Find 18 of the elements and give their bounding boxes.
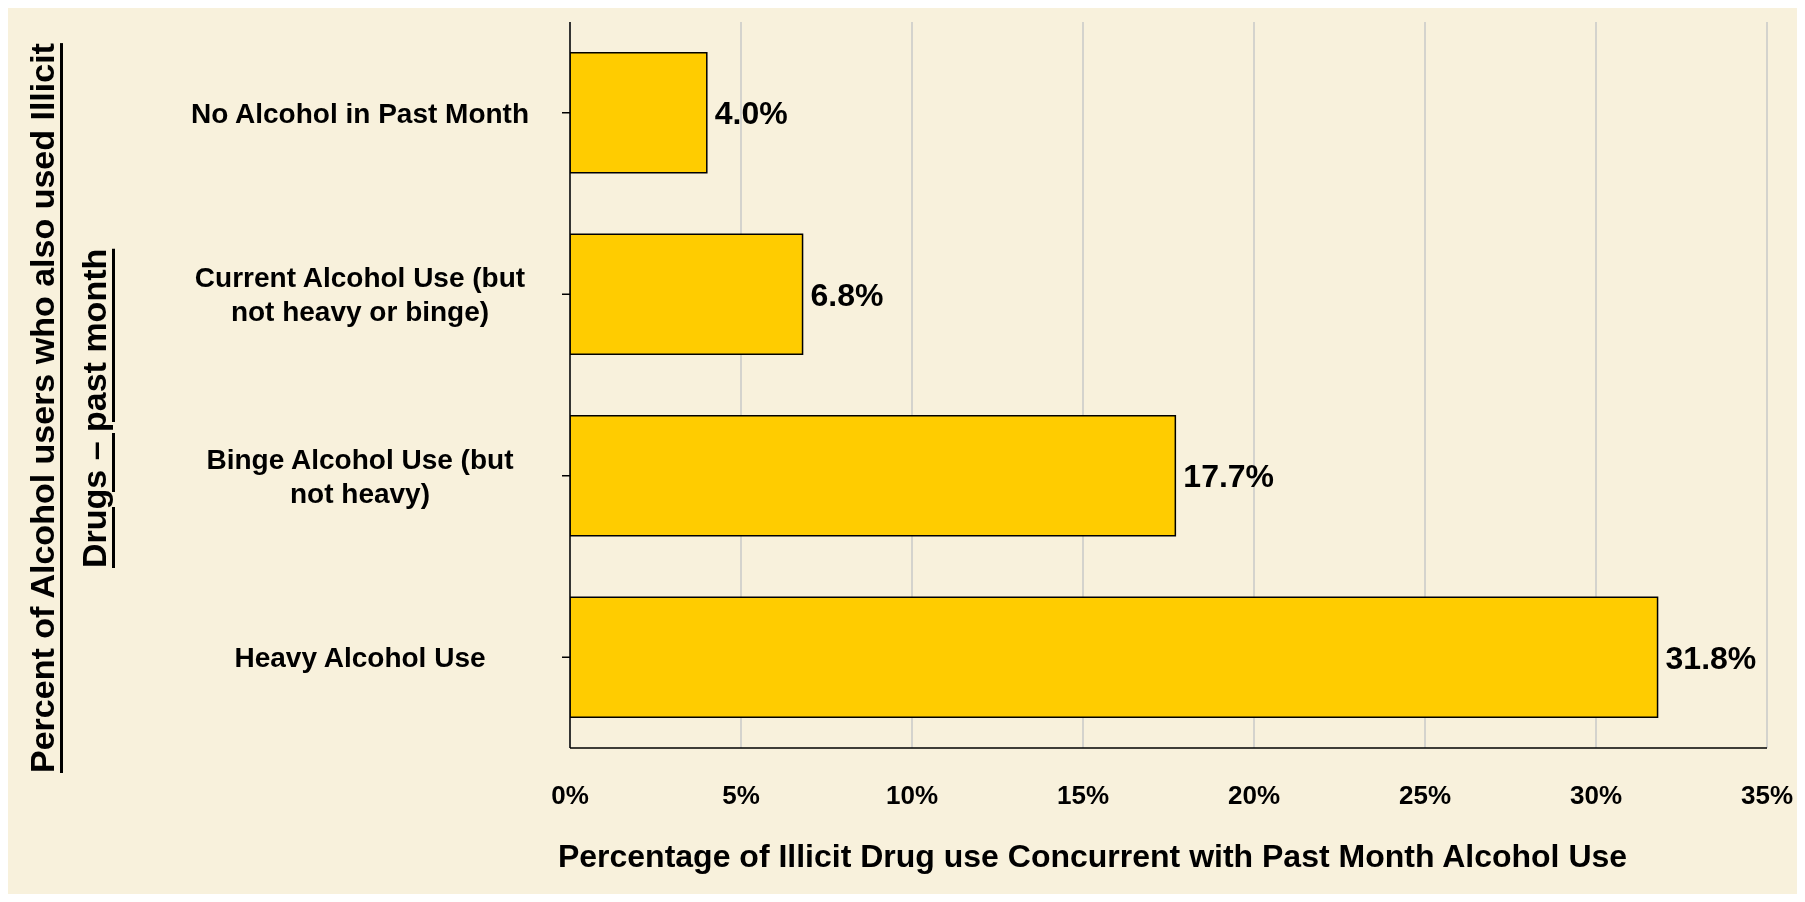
x-axis-title: Percentage of Illicit Drug use Concurrent with Past Month Alcohol Use [556, 838, 1629, 875]
data-label: 17.7% [1183, 458, 1275, 495]
x-tick-label: 0% [551, 780, 589, 811]
data-label: 4.0% [714, 95, 788, 132]
x-tick-label: 30% [1569, 780, 1623, 811]
y-axis-title: Percent of Alcohol users who also used Illicit Drugs – past month [22, 42, 114, 775]
y-tick-label: Current Alcohol Use (but not heavy or binge) [194, 262, 526, 328]
y-tick-label: Binge Alcohol Use (but not heavy) [206, 443, 514, 509]
data-label: 31.8% [1665, 639, 1757, 676]
x-tick-label: 10% [885, 780, 939, 811]
x-tick-label: 20% [1227, 780, 1281, 811]
y-tick-label: Heavy Alcohol Use [234, 642, 486, 674]
x-tick-label: 35% [1740, 780, 1794, 811]
x-tick-label: 5% [722, 780, 760, 811]
x-tick-label: 15% [1056, 780, 1110, 811]
y-tick-label: No Alcohol in Past Month [190, 97, 530, 129]
x-tick-label: 25% [1398, 780, 1452, 811]
data-label: 6.8% [810, 276, 884, 313]
